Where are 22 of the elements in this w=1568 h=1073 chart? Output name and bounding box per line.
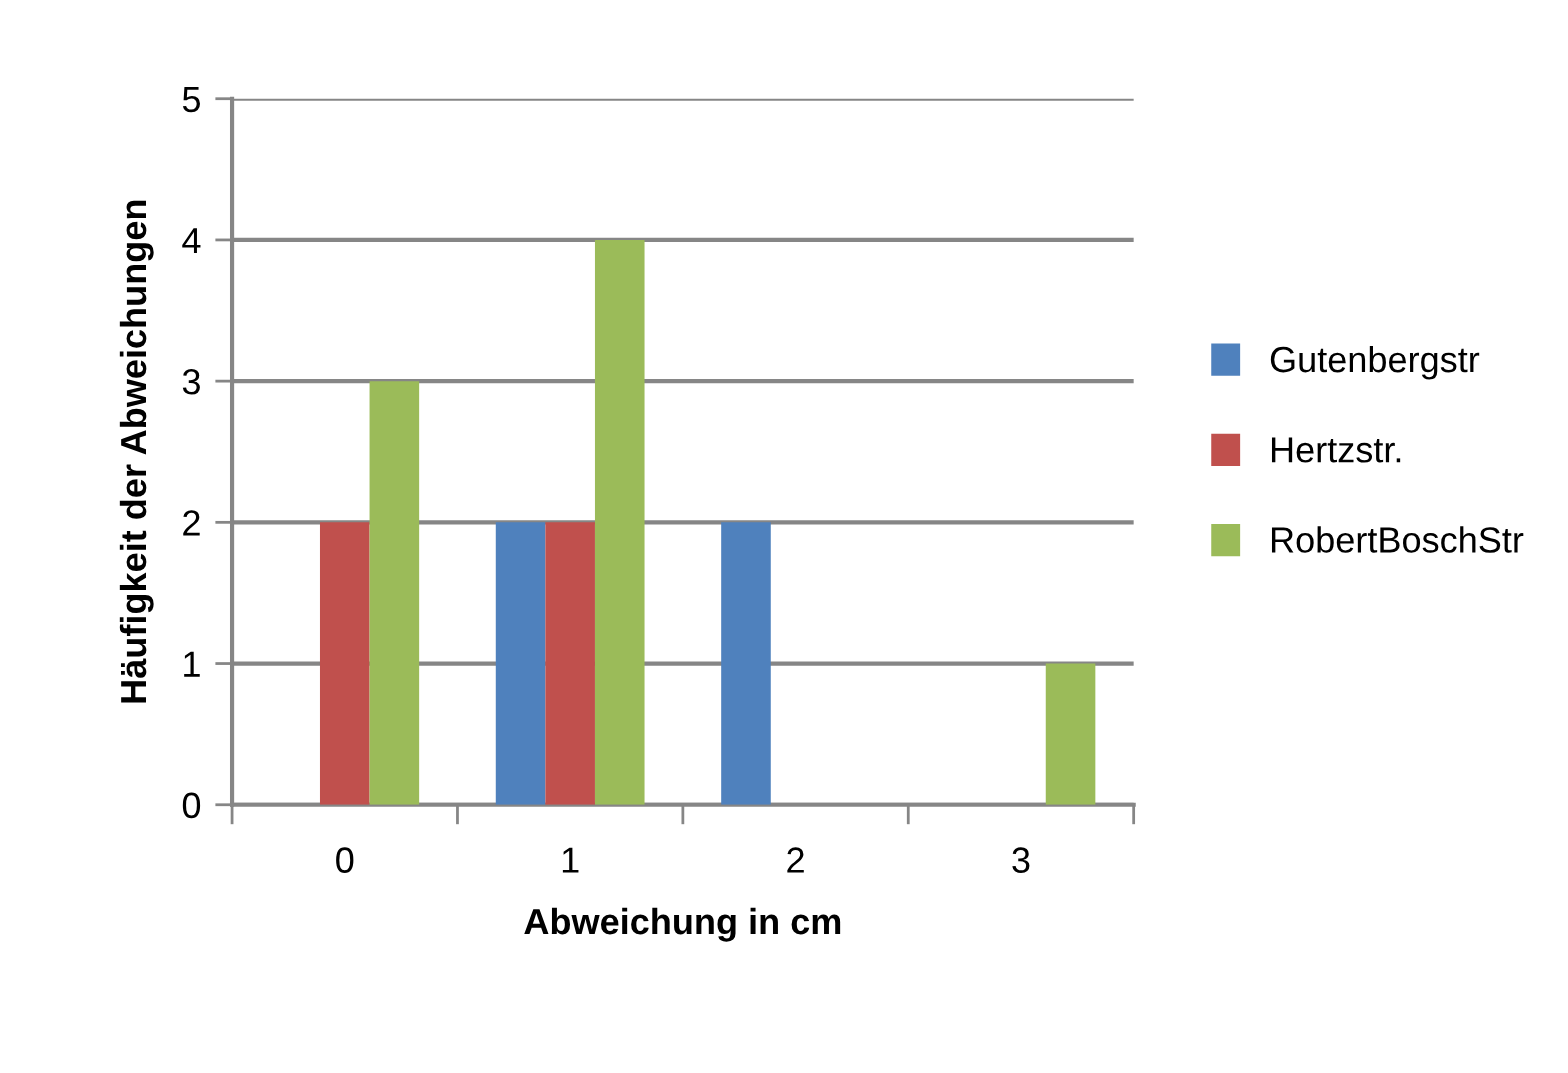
bar <box>594 239 645 805</box>
y-tick-label: 1 <box>184 651 200 677</box>
legend-label: Hertzstr. <box>1271 437 1401 463</box>
y-tick-label: 3 <box>182 369 200 395</box>
bar <box>495 522 546 805</box>
x-tick-label: 3 <box>1012 847 1030 873</box>
bar <box>369 381 420 805</box>
legend-label: Gutenbergstr <box>1270 345 1480 380</box>
x-axis-title: Abweichung in cm <box>524 907 841 942</box>
y-tick-label: 4 <box>182 228 201 254</box>
x-tick-label: 2 <box>787 847 804 873</box>
x-tick-label: 1 <box>562 847 579 873</box>
bar <box>319 522 370 805</box>
x-tick-label: 0 <box>336 847 354 873</box>
bar <box>545 522 595 805</box>
y-tick-label: 2 <box>183 510 200 536</box>
bar <box>1045 663 1096 805</box>
y-tick-label: 5 <box>182 86 200 113</box>
y-axis-title: Häufigkeit der Abweichungen <box>119 200 154 703</box>
bar <box>721 522 771 805</box>
legend-label: RobertBoschStr <box>1271 526 1524 553</box>
y-tick-label: 0 <box>182 792 201 819</box>
